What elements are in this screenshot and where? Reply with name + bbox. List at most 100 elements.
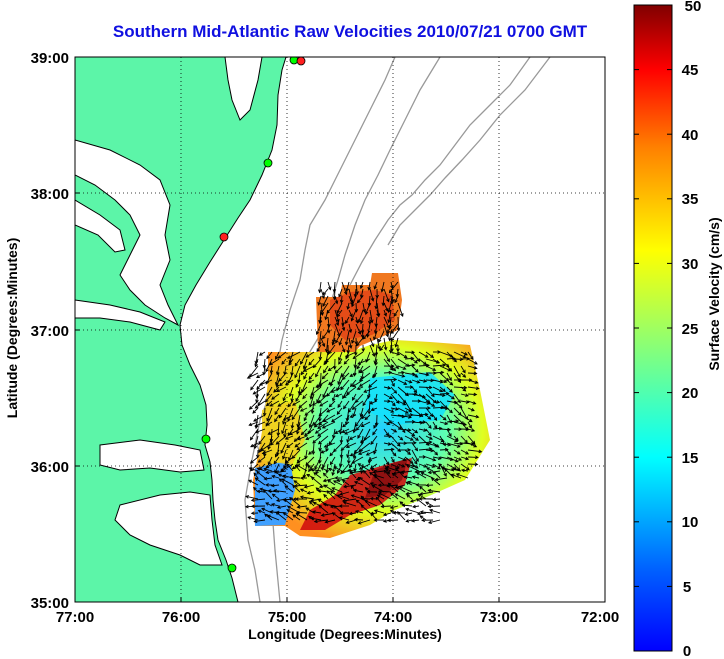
velocity-arrowhead xyxy=(252,391,257,395)
colorbar-tick-labels: 50 45 40 35 30 25 20 15 10 5 0 xyxy=(682,0,702,659)
x-tick-label: 72:00 xyxy=(581,609,619,626)
velocity-arrowhead xyxy=(341,479,346,484)
velocity-arrowhead xyxy=(395,486,400,490)
velocity-arrowhead xyxy=(449,389,453,393)
velocity-arrow xyxy=(446,463,457,470)
velocity-arrowhead xyxy=(341,322,345,327)
velocity-arrow xyxy=(439,442,451,446)
velocity-arrowhead xyxy=(351,460,356,464)
velocity-arrow xyxy=(406,481,413,486)
velocity-arrowhead xyxy=(247,516,252,520)
velocity-arrowhead xyxy=(443,472,447,477)
velocity-arrow xyxy=(411,449,419,462)
velocity-arrow xyxy=(411,428,418,434)
velocity-arrowhead xyxy=(299,495,304,500)
velocity-arrow xyxy=(336,477,350,482)
velocity-arrowhead xyxy=(293,480,298,484)
velocity-arrowhead xyxy=(462,354,467,359)
velocity-arrow xyxy=(256,386,259,398)
velocity-arrow xyxy=(325,309,329,320)
velocity-arrowhead xyxy=(255,374,260,378)
velocity-arrow xyxy=(404,379,412,383)
velocity-arrowhead xyxy=(357,520,362,525)
velocity-arrow xyxy=(428,489,441,493)
velocity-arrowhead xyxy=(274,453,279,458)
velocity-arrowhead xyxy=(433,425,438,429)
velocity-arrow xyxy=(357,295,364,303)
velocity-arrow xyxy=(258,456,266,463)
velocity-arrowhead xyxy=(456,444,461,448)
velocity-arrow xyxy=(369,400,378,405)
velocity-arrowhead xyxy=(472,401,477,405)
velocity-arrow xyxy=(277,351,287,359)
velocity-arrow xyxy=(341,470,350,473)
velocity-arrowhead xyxy=(473,392,478,397)
velocity-arrow xyxy=(432,449,438,456)
velocity-arrowhead xyxy=(312,364,317,369)
velocity-arrowhead xyxy=(249,460,254,464)
velocity-arrow xyxy=(318,414,329,426)
velocity-arrow xyxy=(275,372,280,386)
velocity-arrowhead xyxy=(318,418,322,422)
velocity-arrow xyxy=(392,472,399,479)
velocity-arrow xyxy=(357,358,371,365)
velocity-arrow xyxy=(354,463,357,472)
velocity-arrowhead xyxy=(375,496,380,501)
velocity-arrow xyxy=(264,477,273,480)
velocity-arrowhead xyxy=(291,465,296,470)
velocity-arrowhead xyxy=(388,420,393,424)
velocity-arrowhead xyxy=(266,392,270,397)
velocity-arrow xyxy=(383,337,387,350)
velocity-arrowhead xyxy=(387,319,391,324)
velocity-arrow xyxy=(411,414,423,417)
velocity-arrowhead xyxy=(428,425,432,429)
velocity-arrow xyxy=(446,449,451,456)
velocity-arrowhead xyxy=(275,498,280,503)
velocity-arrowhead xyxy=(401,503,406,508)
velocity-arrow xyxy=(404,364,415,367)
velocity-arrowhead xyxy=(254,405,259,409)
velocity-arrowhead xyxy=(351,340,355,344)
velocity-arrowhead xyxy=(380,504,385,509)
velocity-arrow xyxy=(332,330,336,343)
velocity-arrowhead xyxy=(383,346,388,351)
velocity-arrowhead xyxy=(336,411,341,415)
velocity-arrow xyxy=(418,493,427,500)
velocity-arrowhead xyxy=(258,352,263,356)
velocity-arrowhead xyxy=(359,285,364,290)
velocity-arrow xyxy=(390,281,393,289)
velocity-arrowhead xyxy=(353,517,358,522)
velocity-arrow xyxy=(339,517,350,521)
velocity-arrow xyxy=(327,281,331,290)
velocity-arrow xyxy=(343,358,350,365)
velocity-arrow xyxy=(374,393,378,402)
velocity-arrow xyxy=(397,379,407,385)
velocity-arrowhead xyxy=(369,465,374,469)
velocity-arrow xyxy=(278,372,287,382)
velocity-arrowhead xyxy=(456,451,461,455)
velocity-arrow xyxy=(320,337,325,347)
velocity-arrowhead xyxy=(395,365,399,370)
velocity-arrowhead xyxy=(305,507,310,511)
velocity-arrowhead xyxy=(397,448,402,453)
velocity-arrow xyxy=(267,514,280,521)
velocity-arrowhead xyxy=(271,493,276,498)
velocity-arrowhead xyxy=(306,473,310,478)
velocity-arrow xyxy=(404,407,412,413)
velocity-arrow xyxy=(351,456,364,464)
velocity-arrowhead xyxy=(422,420,427,424)
velocity-arrow xyxy=(323,484,336,493)
velocity-arrowhead xyxy=(353,480,358,485)
velocity-arrowhead xyxy=(400,470,405,475)
velocity-arrowhead xyxy=(349,313,353,318)
velocity-arrow xyxy=(369,288,374,301)
y-tick-labels: 39:00 38:00 37:00 36:00 35:00 xyxy=(31,50,69,612)
velocity-arrow xyxy=(253,472,259,479)
velocity-arrow xyxy=(387,519,399,521)
velocity-arrow xyxy=(405,512,413,515)
velocity-arrow xyxy=(310,386,322,396)
velocity-arrow xyxy=(421,472,434,479)
velocity-arrow xyxy=(446,365,452,372)
velocity-arrow xyxy=(390,407,399,410)
velocity-arrow xyxy=(425,449,434,452)
